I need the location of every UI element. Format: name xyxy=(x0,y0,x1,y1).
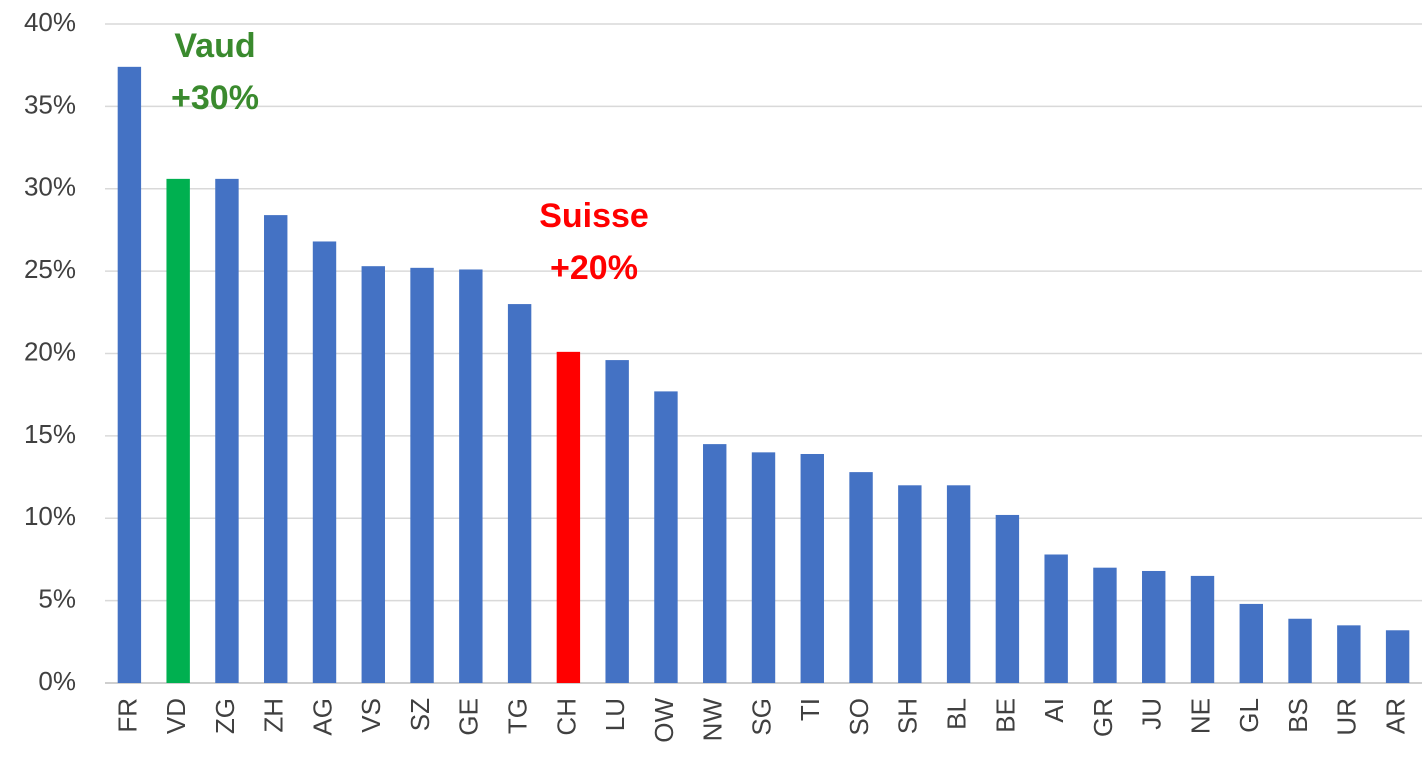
bar xyxy=(800,453,824,683)
bar xyxy=(946,485,971,683)
bar xyxy=(1190,575,1215,683)
x-tick-label: NW xyxy=(698,698,728,742)
x-tick-label: GE xyxy=(454,698,484,736)
x-tick-label: BL xyxy=(941,698,971,730)
bar xyxy=(117,66,142,683)
bar xyxy=(166,178,190,684)
bar xyxy=(898,485,922,683)
x-tick-label: AR xyxy=(1380,698,1410,734)
annotation: Vaud xyxy=(174,27,255,65)
bar xyxy=(1239,603,1263,683)
bar xyxy=(1337,625,1361,683)
x-tick-label: FR xyxy=(112,698,142,733)
bar xyxy=(1385,630,1410,683)
y-tick-label: 30% xyxy=(24,172,76,202)
y-tick-label: 20% xyxy=(24,336,76,366)
bar xyxy=(605,360,629,683)
x-tick-label: JU xyxy=(1137,698,1167,730)
y-tick-label: 10% xyxy=(24,501,76,531)
annotation: +30% xyxy=(171,79,259,117)
x-tick-label: SG xyxy=(746,698,776,736)
bar xyxy=(654,391,678,683)
annotation: Suisse xyxy=(539,197,649,235)
bar xyxy=(507,304,532,683)
x-tick-label: SZ xyxy=(405,698,435,731)
bar xyxy=(410,267,434,683)
annotation: +20% xyxy=(550,249,638,287)
bar xyxy=(751,452,776,683)
bar xyxy=(215,178,239,684)
x-tick-label: GR xyxy=(1088,698,1118,737)
bar xyxy=(556,351,581,683)
x-tick-label: NE xyxy=(1185,698,1215,734)
x-tick-label: UR xyxy=(1332,698,1362,736)
bar xyxy=(459,269,483,683)
x-tick-label: BE xyxy=(990,698,1020,733)
x-tick-label: GL xyxy=(1234,698,1264,733)
bar xyxy=(1288,618,1312,683)
x-tick-label: LU xyxy=(600,698,630,731)
y-tick-label: 5% xyxy=(38,584,76,614)
bar xyxy=(264,215,288,684)
bar xyxy=(1093,567,1117,683)
bar xyxy=(995,514,1020,683)
bar xyxy=(312,241,337,683)
x-tick-label: VD xyxy=(161,698,191,734)
y-tick-label: 0% xyxy=(38,666,76,696)
bar xyxy=(703,444,727,683)
y-tick-label: 35% xyxy=(24,89,76,119)
bar xyxy=(1142,570,1166,683)
bar xyxy=(361,266,385,683)
x-tick-label: AG xyxy=(307,698,337,736)
x-tick-label: CH xyxy=(551,698,581,736)
x-tick-label: SH xyxy=(893,698,923,734)
y-tick-label: 15% xyxy=(24,419,76,449)
x-tick-label: VS xyxy=(356,698,386,733)
x-tick-label: TG xyxy=(502,698,532,734)
x-tick-label: BS xyxy=(1283,698,1313,733)
bar xyxy=(849,472,873,683)
x-tick-label: ZH xyxy=(259,698,289,733)
x-tick-label: SO xyxy=(844,698,874,736)
bar xyxy=(1044,554,1068,683)
y-tick-label: 25% xyxy=(24,254,76,284)
x-tick-label: ZG xyxy=(210,698,240,734)
y-tick-label: 40% xyxy=(24,7,76,37)
x-tick-label: OW xyxy=(649,698,679,743)
x-tick-label: AI xyxy=(1039,698,1069,723)
x-tick-label: TI xyxy=(795,698,825,721)
